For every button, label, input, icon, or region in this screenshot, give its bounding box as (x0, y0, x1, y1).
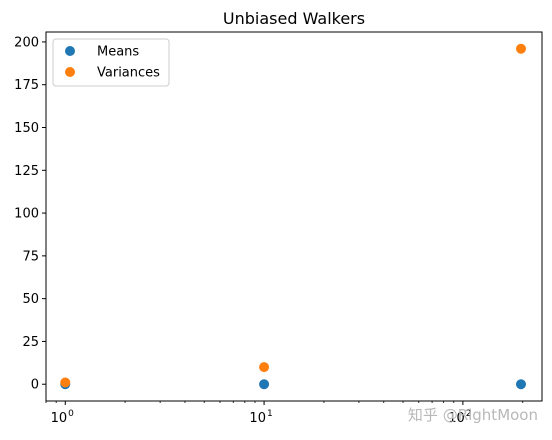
variances-point (515, 43, 526, 54)
legend-label-variances: Variances (97, 66, 160, 81)
means-point (515, 379, 526, 390)
legend-label-means: Means (97, 45, 139, 60)
x-tick-exponent: 0 (68, 409, 74, 419)
y-axis: 0 25 50 75 100 125 150 175 200 (14, 35, 46, 393)
y-tick-label: 0 (31, 378, 39, 393)
legend-frame (52, 38, 170, 87)
plot-frame (45, 31, 543, 402)
legend: Means Variances (52, 38, 170, 87)
variances-point (60, 377, 71, 388)
means-point (259, 379, 270, 390)
y-tick-label: 200 (14, 35, 39, 50)
legend-marker-means (65, 46, 75, 56)
watermark-text: 知乎 @RightMoon (408, 406, 538, 424)
y-tick-label: 25 (22, 335, 39, 350)
x-axis: 100 101 102 (45, 401, 524, 426)
variances-point (259, 362, 270, 373)
legend-marker-variances (65, 67, 75, 77)
y-tick-label: 150 (14, 121, 39, 136)
y-tick-label: 175 (14, 78, 39, 93)
x-tick-exponent: 1 (267, 409, 273, 419)
x-tick-exponent: 2 (466, 409, 472, 419)
y-tick-label: 125 (14, 164, 39, 179)
y-tick-label: 50 (22, 292, 39, 307)
data-points (60, 43, 526, 390)
y-tick-label: 100 (14, 207, 39, 222)
chart-title: Unbiased Walkers (223, 9, 365, 28)
y-tick-label: 75 (22, 249, 39, 264)
